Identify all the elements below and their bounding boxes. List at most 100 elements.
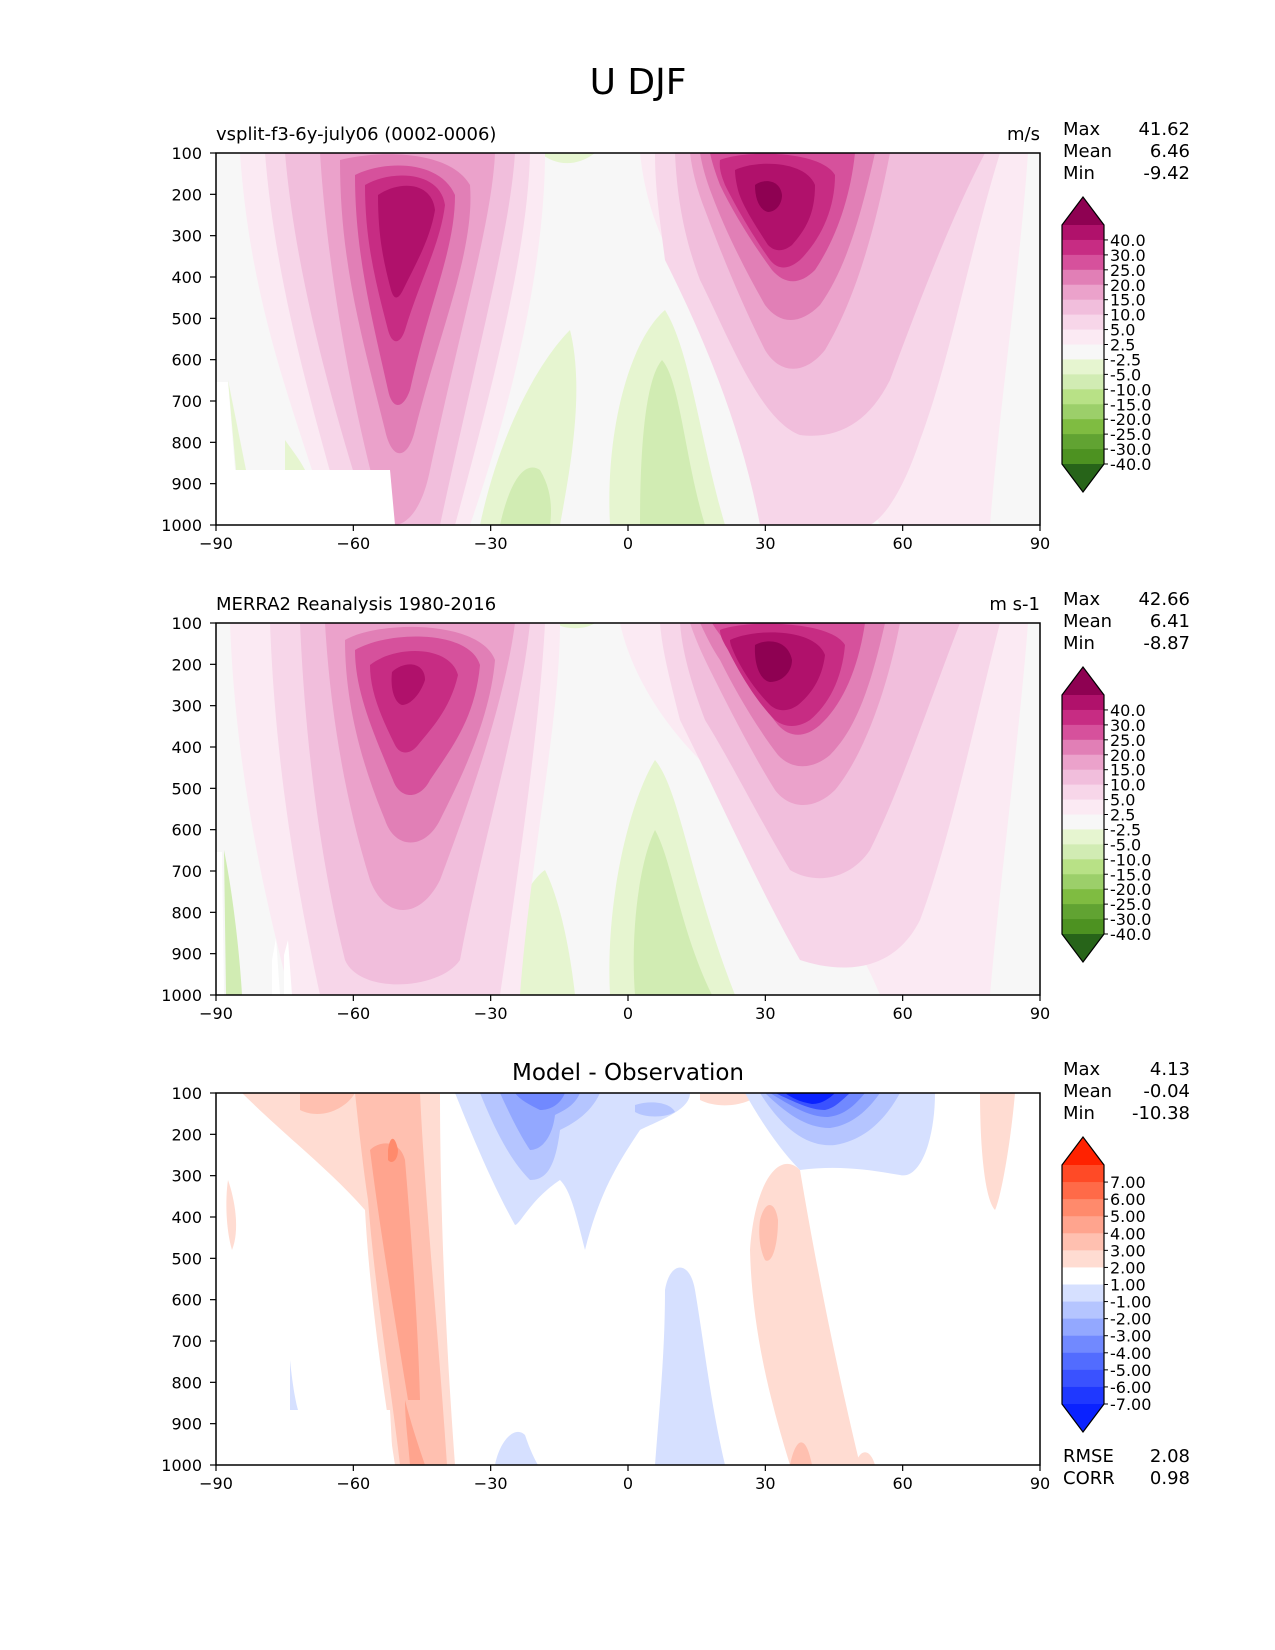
y-tick-label: 100: [171, 1084, 202, 1103]
stat-label: Min: [1063, 1103, 1095, 1124]
colorbar-segment: [1062, 1318, 1104, 1337]
negative-difference-band: [500, 1093, 580, 1150]
positive-difference-band: [750, 1163, 860, 1465]
negative-difference-band: [635, 1102, 675, 1117]
colorbar-label: -40.0: [1110, 455, 1151, 474]
colorbar-label: -5.0: [1110, 365, 1141, 384]
error-stats-block: RMSE 2.08 CORR 0.98: [1063, 1446, 1190, 1489]
x-tick-label: −90: [199, 1474, 233, 1493]
contour-field: [216, 153, 1040, 525]
y-tick-label: 400: [171, 738, 202, 757]
colorbar: 7.006.005.004.003.002.001.00-1.00-2.00-3…: [1061, 1136, 1151, 1433]
colorbar-label: -2.5: [1110, 350, 1141, 369]
colorbar-segment: [1062, 389, 1104, 405]
colorbar-label: -40.0: [1110, 925, 1151, 944]
colorbar-segment: [1062, 359, 1104, 375]
y-tick-label: 400: [171, 1208, 202, 1227]
y-tick-label: 700: [171, 1332, 202, 1351]
colorbar-segment: [1062, 1284, 1104, 1303]
colorbar-segment: [1062, 299, 1104, 316]
x-tick-label: 30: [755, 1004, 775, 1023]
stat-value: -10.38: [1132, 1103, 1190, 1124]
colorbar-label: 6.00: [1110, 1190, 1146, 1209]
colorbar-label: -2.00: [1110, 1310, 1151, 1329]
colorbar-segment: [1062, 1165, 1104, 1183]
x-tick-label: −90: [199, 534, 233, 553]
colorbar-segment: [1062, 739, 1104, 756]
colorbar-segment: [1062, 1216, 1104, 1234]
positive-difference-band: [700, 1093, 760, 1106]
colorbar-label: -1.00: [1110, 1293, 1151, 1312]
positive-difference-band: [370, 1143, 420, 1400]
positive-difference-band: [405, 1400, 425, 1465]
colorbar: 40.030.025.020.015.010.05.02.5-2.5-5.0-1…: [1061, 666, 1151, 963]
colorbar-extend-min: [1062, 934, 1104, 962]
colorbar-segment: [1062, 314, 1104, 331]
contour-band: [391, 664, 425, 705]
easterly-region-top: [540, 153, 595, 164]
y-tick-label: 1000: [161, 986, 202, 1005]
x-tick-label: 30: [755, 1474, 775, 1493]
colorbar-extend-max: [1062, 667, 1104, 695]
figure-title: U DJF: [590, 62, 687, 103]
colorbar-label: -25.0: [1110, 425, 1151, 444]
missing-data-region: [216, 852, 224, 995]
easterly-region-tropics: [480, 330, 577, 525]
colorbar-label: -2.5: [1110, 820, 1141, 839]
colorbar-segment: [1062, 874, 1104, 890]
colorbar-label: 2.00: [1110, 1258, 1146, 1277]
colorbar-label: -30.0: [1110, 910, 1151, 929]
x-tick-label: 60: [892, 534, 912, 553]
colorbar-label: 30.0: [1110, 716, 1146, 735]
y-axis: 100 200 300 400 500 600 700 800 900 1000: [161, 1084, 216, 1475]
stat-value: -0.04: [1143, 1081, 1190, 1102]
colorbar-segment: [1062, 1352, 1104, 1371]
panel-units: m s-1: [989, 594, 1040, 615]
colorbar-segment: [1062, 754, 1104, 771]
colorbar-segment: [1062, 434, 1104, 450]
stat-value: 6.41: [1150, 611, 1190, 632]
x-tick-label: 90: [1030, 1474, 1050, 1493]
colorbar-segment: [1062, 1250, 1104, 1268]
x-tick-label: 0: [623, 1474, 633, 1493]
colorbar-extend-min: [1062, 464, 1104, 492]
y-tick-label: 900: [171, 1415, 202, 1434]
colorbar-label: 4.00: [1110, 1224, 1146, 1243]
stat-value: -8.87: [1143, 633, 1190, 654]
colorbar-label: 2.5: [1110, 806, 1135, 825]
colorbar-segment: [1062, 239, 1104, 256]
contour-field: [216, 1093, 1040, 1465]
contour-band: [755, 181, 782, 212]
colorbar-label: -25.0: [1110, 895, 1151, 914]
southern-jet: [230, 623, 560, 995]
colorbar-segment: [1062, 254, 1104, 271]
contour-band: [754, 641, 792, 682]
negative-difference-band: [515, 1093, 565, 1110]
y-tick-label: 300: [171, 227, 202, 246]
stat-value: -9.42: [1143, 163, 1190, 184]
negative-difference-band: [655, 1267, 725, 1465]
panel-model: vsplit-f3-6y-july06 (0002-0006) m/s Max …: [161, 119, 1190, 553]
stats-block: Max 4.13 Mean -0.04 Min -10.38: [1063, 1059, 1190, 1124]
colorbar-extend-max: [1062, 197, 1104, 225]
stat-label: Max: [1063, 589, 1101, 610]
positive-difference-band: [980, 1093, 1015, 1210]
stat-label: Max: [1063, 119, 1101, 140]
missing-data-region: [272, 938, 280, 995]
x-tick-label: −60: [336, 1474, 370, 1493]
colorbar-segment: [1062, 814, 1104, 830]
y-tick-label: 900: [171, 945, 202, 964]
colorbar-label: -30.0: [1110, 440, 1151, 459]
y-tick-label: 100: [171, 144, 202, 163]
northern-jet: [640, 153, 1028, 525]
x-axis: −90 −60 −30 0 30 60 90: [199, 525, 1050, 553]
colorbar-segment: [1062, 344, 1104, 360]
x-axis: −90 −60 −30 0 30 60 90: [199, 995, 1050, 1023]
y-tick-label: 800: [171, 1373, 202, 1392]
x-tick-label: 30: [755, 534, 775, 553]
stats-block: Max 41.62 Mean 6.46 Min -9.42: [1063, 119, 1190, 184]
stat-value: 0.98: [1150, 1468, 1190, 1489]
missing-data-region: [216, 382, 395, 525]
panel-observation: MERRA2 Reanalysis 1980-2016 m s-1 Max 42…: [161, 589, 1190, 1023]
colorbar-segment: [1062, 724, 1104, 741]
